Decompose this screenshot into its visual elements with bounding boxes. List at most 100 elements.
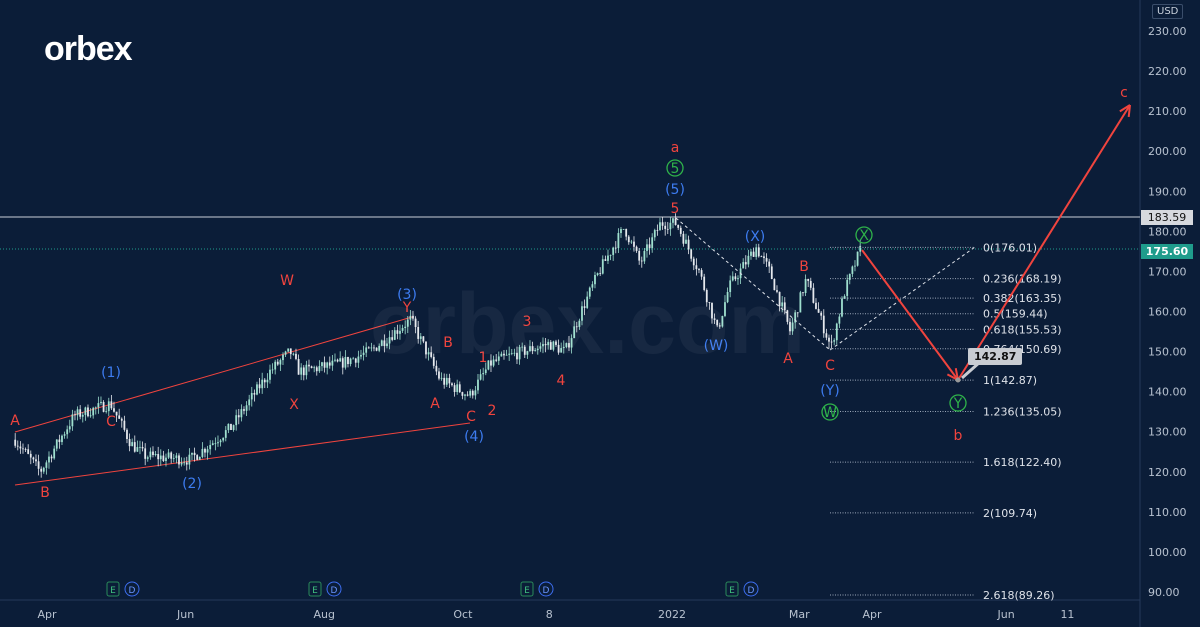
candle-body bbox=[544, 344, 547, 346]
candle-body bbox=[461, 392, 464, 396]
candle-body bbox=[157, 453, 160, 460]
candle-body bbox=[401, 328, 404, 331]
candle-body bbox=[89, 415, 92, 417]
candle-body bbox=[300, 367, 303, 375]
wave-label: 3 bbox=[523, 314, 532, 330]
candle-body bbox=[256, 384, 258, 395]
wave-label: (2) bbox=[182, 476, 202, 492]
x-tick-label: Apr bbox=[37, 608, 57, 621]
candle-body bbox=[266, 379, 269, 383]
candle-body bbox=[16, 445, 19, 447]
candle-body bbox=[500, 353, 503, 357]
y-tick-label: 190.00 bbox=[1148, 185, 1187, 198]
candle-body bbox=[843, 295, 846, 299]
candle-body bbox=[362, 352, 365, 355]
candle-body bbox=[261, 379, 264, 389]
candle-body bbox=[672, 218, 674, 223]
dividend-marker-label: D bbox=[748, 586, 755, 596]
candle-body bbox=[456, 384, 459, 393]
candle-body bbox=[289, 348, 292, 355]
candle-body bbox=[539, 346, 542, 349]
candle-body bbox=[828, 337, 830, 342]
candle-body bbox=[445, 377, 448, 385]
candle-body bbox=[799, 292, 802, 313]
candle-body bbox=[14, 439, 17, 446]
candle-body bbox=[102, 401, 105, 412]
wave-label: Y bbox=[953, 396, 963, 412]
candle-body bbox=[308, 364, 310, 367]
candle-body bbox=[669, 222, 672, 230]
candle-body bbox=[217, 442, 219, 444]
candle-body bbox=[729, 280, 732, 293]
candle-body bbox=[214, 443, 217, 445]
candle-body bbox=[196, 455, 199, 460]
wave-label: (1) bbox=[101, 365, 121, 381]
candle-body bbox=[310, 366, 313, 369]
candle-body bbox=[245, 405, 248, 411]
currency-label[interactable]: USD bbox=[1152, 4, 1184, 19]
wave-label: (X) bbox=[745, 229, 766, 245]
fib-level-label: 0.236(168.19) bbox=[983, 273, 1062, 286]
fib-level-label: 0.5(159.44) bbox=[983, 308, 1048, 321]
earnings-marker-label: E bbox=[110, 586, 116, 596]
candle-body bbox=[211, 443, 214, 446]
candle-body bbox=[258, 384, 261, 389]
candle-body bbox=[136, 447, 139, 452]
candle-body bbox=[388, 337, 391, 344]
candle-body bbox=[399, 330, 401, 334]
candle-body bbox=[773, 278, 776, 291]
candle-body bbox=[851, 266, 854, 274]
candle-body bbox=[841, 298, 843, 317]
candle-body bbox=[323, 362, 326, 368]
candle-body bbox=[414, 318, 417, 328]
candle-body bbox=[656, 230, 659, 231]
fib-level-label: 2.618(89.26) bbox=[983, 589, 1055, 602]
candle-body bbox=[633, 241, 635, 247]
candle-body bbox=[752, 251, 755, 257]
candle-body bbox=[76, 409, 79, 416]
candle-body bbox=[711, 302, 713, 319]
candle-body bbox=[848, 273, 851, 280]
candle-body bbox=[648, 244, 651, 249]
candle-body bbox=[770, 266, 773, 279]
candle-body bbox=[750, 251, 752, 256]
candle-body bbox=[237, 415, 240, 418]
candle-body bbox=[105, 411, 108, 412]
candle-body bbox=[430, 352, 433, 357]
candle-body bbox=[274, 361, 277, 370]
candle-body bbox=[87, 407, 89, 417]
wave-label: B bbox=[443, 335, 453, 351]
candle-body bbox=[653, 230, 656, 238]
candle-body bbox=[516, 352, 518, 360]
candle-body bbox=[588, 287, 591, 297]
candle-body bbox=[531, 346, 534, 352]
candle-body bbox=[271, 369, 274, 371]
candle-body bbox=[336, 359, 339, 362]
fib-level-label: 0.382(163.35) bbox=[983, 292, 1062, 305]
candle-body bbox=[664, 225, 667, 229]
candle-body bbox=[744, 262, 747, 265]
candle-body bbox=[222, 437, 225, 441]
candle-body bbox=[776, 290, 778, 292]
candle-body bbox=[81, 414, 84, 417]
candle-body bbox=[625, 228, 628, 237]
candle-body bbox=[529, 346, 531, 352]
candle-body bbox=[120, 418, 123, 421]
candle-body bbox=[552, 341, 555, 350]
wave-label: (3) bbox=[397, 287, 417, 303]
y-tick-label: 90.00 bbox=[1148, 586, 1180, 599]
candle-body bbox=[146, 457, 149, 459]
wave-label: (Y) bbox=[820, 383, 839, 399]
candle-body bbox=[505, 354, 508, 356]
candle-body bbox=[609, 254, 612, 256]
candle-body bbox=[419, 336, 422, 339]
candle-body bbox=[240, 409, 243, 418]
wave-label: (W) bbox=[704, 338, 729, 354]
candle-body bbox=[206, 449, 209, 453]
candle-body bbox=[682, 233, 685, 244]
candle-body bbox=[685, 239, 687, 244]
candle-body bbox=[180, 462, 183, 465]
candle-body bbox=[854, 265, 856, 267]
candle-body bbox=[804, 278, 807, 294]
